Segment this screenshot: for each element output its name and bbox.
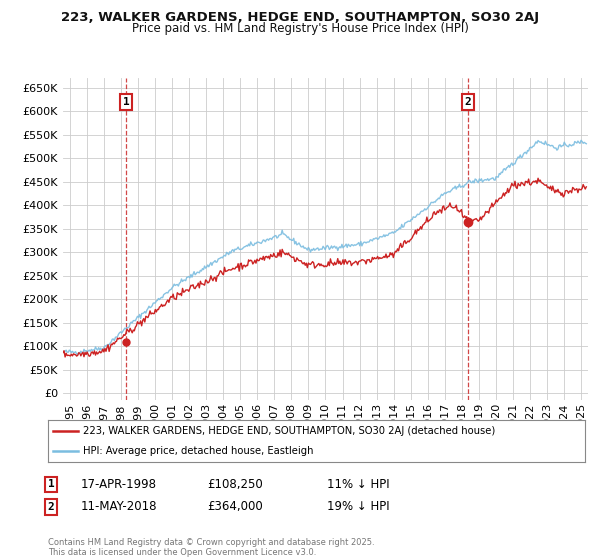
Text: £364,000: £364,000 xyxy=(207,500,263,514)
Text: £108,250: £108,250 xyxy=(207,478,263,491)
Text: 1: 1 xyxy=(122,97,129,107)
Text: 1: 1 xyxy=(47,479,55,489)
Text: 2: 2 xyxy=(47,502,55,512)
Text: 11-MAY-2018: 11-MAY-2018 xyxy=(81,500,157,514)
Text: 223, WALKER GARDENS, HEDGE END, SOUTHAMPTON, SO30 2AJ: 223, WALKER GARDENS, HEDGE END, SOUTHAMP… xyxy=(61,11,539,24)
Text: 11% ↓ HPI: 11% ↓ HPI xyxy=(327,478,389,491)
Text: 19% ↓ HPI: 19% ↓ HPI xyxy=(327,500,389,514)
Text: 17-APR-1998: 17-APR-1998 xyxy=(81,478,157,491)
Text: HPI: Average price, detached house, Eastleigh: HPI: Average price, detached house, East… xyxy=(83,446,313,456)
Text: Price paid vs. HM Land Registry's House Price Index (HPI): Price paid vs. HM Land Registry's House … xyxy=(131,22,469,35)
Text: Contains HM Land Registry data © Crown copyright and database right 2025.
This d: Contains HM Land Registry data © Crown c… xyxy=(48,538,374,557)
Text: 223, WALKER GARDENS, HEDGE END, SOUTHAMPTON, SO30 2AJ (detached house): 223, WALKER GARDENS, HEDGE END, SOUTHAMP… xyxy=(83,426,495,436)
Text: 2: 2 xyxy=(464,97,472,107)
